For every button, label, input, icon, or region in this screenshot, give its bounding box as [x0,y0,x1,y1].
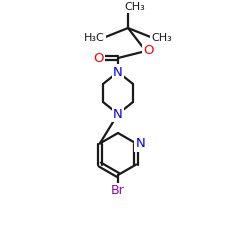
Text: O: O [93,52,103,64]
Text: CH₃: CH₃ [152,33,172,43]
Text: N: N [135,137,145,150]
Text: Br: Br [111,184,125,198]
Text: H₃C: H₃C [84,33,104,43]
Text: O: O [144,44,154,57]
Text: N: N [113,66,123,78]
Text: CH₃: CH₃ [124,2,146,12]
Text: N: N [113,108,123,120]
